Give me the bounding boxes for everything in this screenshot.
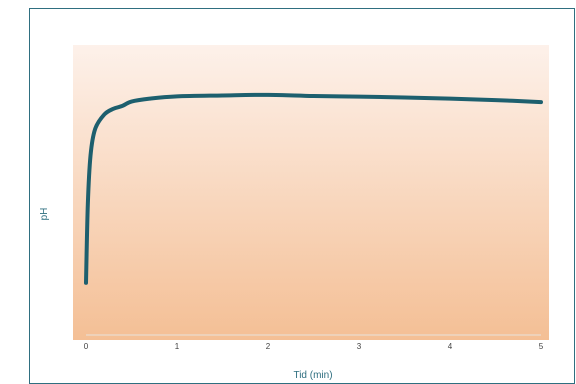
series-line [84, 92, 543, 285]
y-axis-title: pH [39, 208, 50, 221]
x-tick-label: 5 [539, 342, 544, 351]
x-tick-label: 0 [84, 342, 89, 351]
plot-area [73, 45, 549, 340]
x-tick-label: 4 [448, 342, 453, 351]
x-tick-label: 1 [175, 342, 180, 351]
x-tick-labels: 0 1 2 3 4 5 [84, 342, 544, 351]
x-tick-label: 3 [357, 342, 362, 351]
x-tick-label: 2 [266, 342, 271, 351]
x-axis-title: Tid (min) [293, 370, 332, 381]
